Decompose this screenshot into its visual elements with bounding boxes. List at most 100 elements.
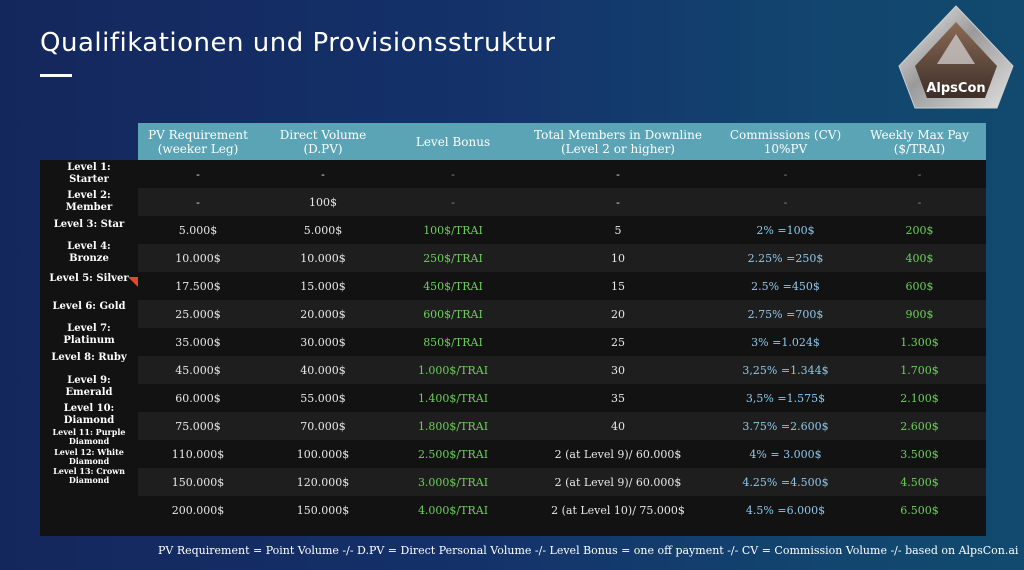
header-weekly-max-pay: Weekly Max Pay ($/TRAI) xyxy=(870,127,969,156)
direct-volume-cell: 15.000$ xyxy=(300,279,346,293)
pv-requirement-cell: - xyxy=(196,167,200,181)
header-commissions: Commissions (CV) 10%PV xyxy=(729,127,842,156)
commissions-cell: 2.75% =700$ xyxy=(747,307,824,321)
table-row: 35.000$ 30.000$ 850$/TRAI 25 3% =1.024$ 1.300… xyxy=(138,328,986,356)
direct-volume-cell: - xyxy=(321,167,325,181)
weekly-max-pay-cell: 900$ xyxy=(905,307,934,321)
pv-requirement-cell: 45.000$ xyxy=(175,363,221,377)
level-label: Level 5: Silver xyxy=(49,273,129,284)
header-direct-volume: Direct Volume (D.PV) xyxy=(279,127,367,156)
total-members-cell: 5 xyxy=(614,223,622,237)
direct-volume-cell: 100$ xyxy=(309,195,337,209)
level-bonus-cell: 4.000$/TRAI xyxy=(417,503,489,517)
level-bonus-cell: 600$/TRAI xyxy=(423,307,483,321)
commissions-cell: 4.5% =6.000$ xyxy=(745,503,826,517)
level-bonus-cell: 1.000$/TRAI xyxy=(417,363,489,377)
pv-requirement-cell: 17.500$ xyxy=(175,279,221,293)
weekly-max-pay-cell: 1.300$ xyxy=(900,335,939,349)
level-bonus-cell: 250$/TRAI xyxy=(423,251,483,265)
weekly-max-pay-cell: - xyxy=(917,167,922,181)
level-label: Level 1: Starter xyxy=(67,162,111,185)
level-label: Level 13: Crown Diamond xyxy=(53,466,125,485)
commissions-cell: 4.25% =4.500$ xyxy=(742,475,829,489)
commissions-cell: 4% = 3.000$ xyxy=(749,447,822,461)
total-members-cell: 20 xyxy=(611,307,625,321)
header-pv-requirement: PV Requirement (weeker Leg) xyxy=(148,127,248,156)
total-members-cell: 2 (at Level 9)/ 60.000$ xyxy=(554,475,682,489)
weekly-max-pay-cell: 6.500$ xyxy=(900,503,939,517)
table-row: 150.000$ 120.000$ 3.000$/TRAI 2 (at Level 9… xyxy=(138,468,986,496)
level-label: Level 11: Purple Diamond xyxy=(52,427,126,446)
header-total-members: Total Members in Downline (Level 2 or hi… xyxy=(534,127,702,156)
weekly-max-pay-cell: 4.500$ xyxy=(900,475,939,489)
commissions-cell: 2% =100$ xyxy=(756,223,815,237)
level-bonus-cell: 450$/TRAI xyxy=(423,279,483,293)
commissions-cell: - xyxy=(783,195,788,209)
level-bonus-cell: 100$/TRAI xyxy=(423,223,483,237)
commissions-cell: 3% =1.024$ xyxy=(751,335,820,349)
pv-requirement-cell: 10.000$ xyxy=(175,251,221,265)
level-bonus-cell: 2.500$/TRAI xyxy=(417,447,489,461)
direct-volume-cell: 10.000$ xyxy=(300,251,346,265)
total-members-cell: 30 xyxy=(611,363,625,377)
total-members-cell: - xyxy=(616,195,620,209)
total-members-cell: 15 xyxy=(611,279,625,293)
commissions-cell: 3.75% =2.600$ xyxy=(742,419,829,433)
commissions-cell: 3,5% =1.575$ xyxy=(745,391,826,405)
level-label: Level 2: Member xyxy=(65,190,113,213)
level-label: Level 10: Diamond xyxy=(63,403,115,426)
table-row: 75.000$ 70.000$ 1.800$/TRAI 40 3.75% =2.600$… xyxy=(138,412,986,440)
pv-requirement-cell: - xyxy=(196,195,200,209)
direct-volume-cell: 120.000$ xyxy=(296,475,350,489)
table-row: 200.000$ 150.000$ 4.000$/TRAI 2 (at Level 1… xyxy=(138,496,986,524)
table-row: 17.500$ 15.000$ 450$/TRAI 15 2.5% =450$ 600$ xyxy=(138,272,986,300)
weekly-max-pay-cell: 400$ xyxy=(905,251,934,265)
direct-volume-cell: 100.000$ xyxy=(296,447,350,461)
pv-requirement-cell: 35.000$ xyxy=(175,335,221,349)
weekly-max-pay-cell: 600$ xyxy=(905,279,934,293)
commissions-cell: 2.5% =450$ xyxy=(751,279,820,293)
pv-requirement-cell: 5.000$ xyxy=(178,223,218,237)
title-underline xyxy=(40,74,72,77)
total-members-cell: - xyxy=(616,167,620,181)
weekly-max-pay-cell: 3.500$ xyxy=(900,447,939,461)
level-label: Level 12: White Diamond xyxy=(54,447,124,466)
commissions-cell: 3,25% =1.344$ xyxy=(742,363,829,377)
level-label: Level 3: Star xyxy=(53,219,125,230)
level-label: Level 6: Gold xyxy=(52,301,126,312)
weekly-max-pay-cell: 2.100$ xyxy=(900,391,939,405)
table-row: 5.000$ 5.000$ 100$/TRAI 5 2% =100$ 200$ xyxy=(138,216,986,244)
qualification-table: 200.000$ 150.000$ 4.000$/TRAI 2 (at Level 1… xyxy=(40,160,986,536)
level-bonus-cell: 1.400$/TRAI xyxy=(417,391,489,405)
direct-volume-cell: 30.000$ xyxy=(300,335,346,349)
level-bonus-cell: - xyxy=(451,195,455,209)
level-label: Level 9: Emerald xyxy=(65,375,113,398)
pv-requirement-cell: 200.000$ xyxy=(171,503,225,517)
table-header: PV Requirement (weeker Leg) Direct Volum… xyxy=(138,123,986,160)
pv-requirement-cell: 60.000$ xyxy=(175,391,221,405)
pv-requirement-cell: 25.000$ xyxy=(175,307,221,321)
direct-volume-cell: 70.000$ xyxy=(300,419,346,433)
table-row: 45.000$ 40.000$ 1.000$/TRAI 30 3,25% =1.344$… xyxy=(138,356,986,384)
level-label: Level 4: Bronze xyxy=(67,241,111,264)
level-bonus-cell: 1.800$/TRAI xyxy=(417,419,489,433)
page-title: Qualifikationen und Provisionsstruktur xyxy=(40,28,556,58)
commissions-cell: 2.25% =250$ xyxy=(747,251,824,265)
total-members-cell: 2 (at Level 10)/ 75.000$ xyxy=(551,503,685,517)
direct-volume-cell: 40.000$ xyxy=(300,363,346,377)
direct-volume-cell: 55.000$ xyxy=(300,391,346,405)
direct-volume-cell: 150.000$ xyxy=(296,503,350,517)
weekly-max-pay-cell: 200$ xyxy=(905,223,934,237)
pv-requirement-cell: 110.000$ xyxy=(171,447,225,461)
weekly-max-pay-cell: 2.600$ xyxy=(900,419,939,433)
silver-marker-icon xyxy=(128,277,138,287)
weekly-max-pay-cell: - xyxy=(917,195,922,209)
table-row: 10.000$ 10.000$ 250$/TRAI 10 2.25% =250$ 400$ xyxy=(138,244,986,272)
total-members-cell: 10 xyxy=(611,251,625,265)
total-members-cell: 35 xyxy=(611,391,625,405)
level-label: Level 7: Platinum xyxy=(63,323,115,346)
level-bonus-cell: 850$/TRAI xyxy=(423,335,483,349)
total-members-cell: 25 xyxy=(611,335,625,349)
direct-volume-cell: 5.000$ xyxy=(303,223,343,237)
commissions-cell: - xyxy=(783,167,788,181)
